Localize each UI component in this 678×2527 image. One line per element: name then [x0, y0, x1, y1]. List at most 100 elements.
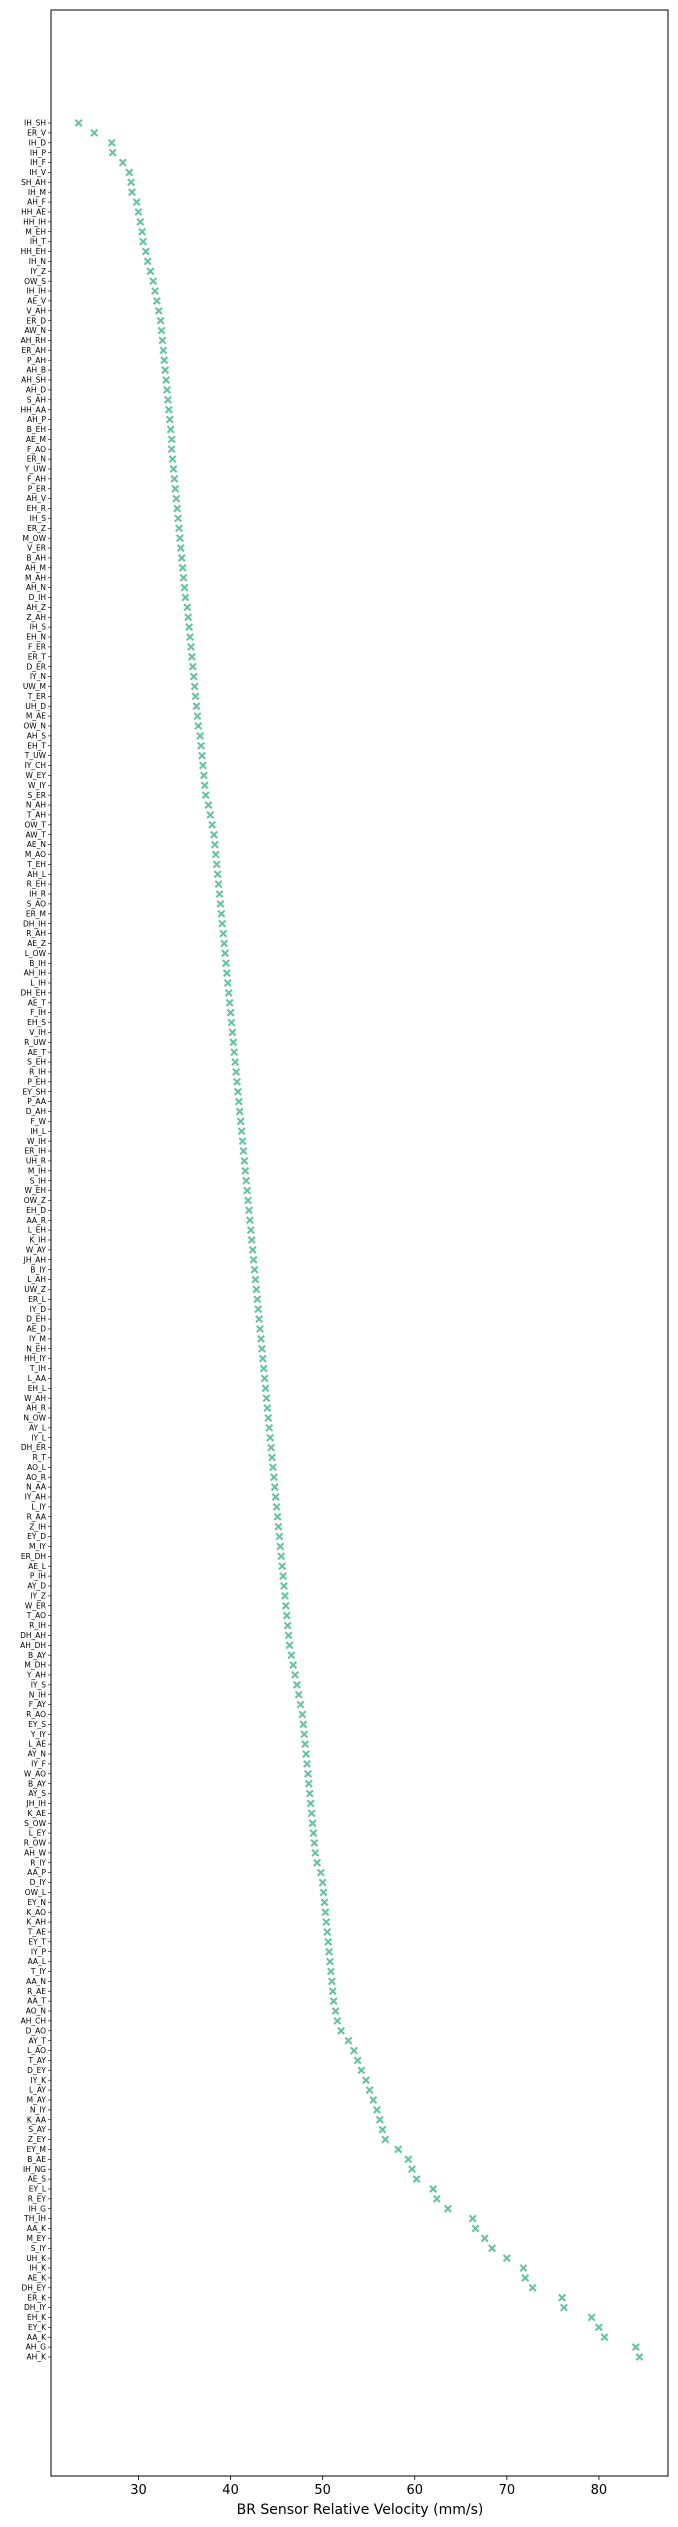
y-tick-label: IH_F: [30, 158, 46, 167]
data-point-marker: [487, 2243, 497, 2253]
data-point-marker: [159, 355, 169, 365]
data-point-marker: [188, 662, 198, 672]
y-tick-label: S_ER: [28, 791, 46, 800]
x-axis: 30 40 50 60 70 80: [130, 2476, 607, 2498]
data-point-marker: [233, 1087, 243, 1097]
data-point-marker: [170, 484, 180, 494]
data-point-marker: [428, 2184, 438, 2194]
data-point-marker: [290, 1670, 300, 1680]
data-point-marker: [243, 1195, 253, 1206]
y-tick-label: P_ER: [28, 484, 46, 493]
data-point-marker: [230, 1057, 240, 1067]
y-tick-label: L_IY: [31, 1502, 46, 1511]
data-point-marker: [172, 503, 182, 514]
y-tick-label: AE_M: [26, 435, 46, 444]
data-point-marker: [336, 2026, 346, 2036]
y-tick-label: AE_D: [27, 1325, 47, 1334]
data-point-marker: [259, 1363, 269, 1374]
data-point-marker: [179, 583, 190, 593]
y-tick-label: M_IY: [29, 1542, 46, 1551]
y-tick-label: AH_DH: [20, 1641, 46, 1650]
data-point-marker: [145, 266, 156, 276]
data-point-marker: [241, 1176, 251, 1186]
x-tick-label: 70: [499, 2483, 516, 2498]
y-tick-label: HH_AA: [21, 405, 47, 414]
y-tick-label: AY_L: [29, 1423, 47, 1432]
data-point-marker: [244, 1205, 254, 1215]
data-point-marker: [89, 128, 99, 138]
y-tick-label: IY_P: [31, 1947, 47, 1956]
y-tick-label: AH_S: [27, 731, 47, 740]
y-tick-label: W_AY: [26, 1245, 47, 1254]
y-tick-label: S_AO: [27, 900, 47, 909]
data-point-marker: [280, 1591, 290, 1601]
y-tick-label: AH_CH: [21, 2017, 46, 2026]
y-tick-label: L_OW: [25, 949, 47, 958]
y-tick-label: AH_B: [26, 366, 46, 375]
data-point-marker: [271, 1492, 281, 1502]
y-tick-label: N_EH: [26, 1344, 46, 1353]
data-point-marker: [182, 602, 192, 612]
y-tick-label: AY_S: [28, 1789, 46, 1798]
y-tick-label: F_AO: [27, 445, 46, 454]
data-point-marker: [599, 2332, 610, 2342]
y-tick-label: AA_N: [26, 1977, 46, 1986]
y-tick-labels: IH_SHER_VIH_DIH_PIH_FIH_VSH_AHIH_MAH_FHH…: [20, 119, 47, 2362]
data-point-marker: [249, 1255, 259, 1265]
y-tick-label: OW_T: [24, 820, 46, 829]
data-point-marker: [559, 2303, 569, 2313]
y-tick-label: IH_L: [30, 1127, 47, 1136]
x-tick-label: 50: [314, 2483, 331, 2498]
y-tick-label: AE_Z: [27, 939, 46, 948]
y-tick-label: D_AO: [26, 2026, 47, 2035]
data-point-marker: [299, 1729, 309, 1739]
data-point-marker: [118, 157, 128, 168]
data-point-marker: [329, 1996, 339, 2006]
data-point-marker: [288, 1660, 298, 1670]
x-tick-label: 80: [591, 2483, 608, 2498]
data-point-marker: [301, 1749, 311, 1759]
y-tick-label: IH_P: [30, 148, 47, 157]
y-tick-label: R_EH: [27, 880, 46, 889]
y-tick-label: DH_IH: [23, 919, 46, 928]
data-point-marker: [273, 1522, 284, 1532]
data-point-marker: [270, 1482, 280, 1492]
y-tick-label: IH_SH: [24, 119, 46, 128]
data-point-marker: [183, 612, 193, 622]
data-point-marker: [328, 1986, 338, 1996]
y-tick-label: K_AO: [26, 1908, 46, 1917]
y-tick-label: AA_K: [27, 2333, 47, 2342]
data-point-marker: [180, 592, 191, 603]
y-tick-label: F_ER: [28, 643, 46, 652]
y-tick-label: AH_SH: [21, 376, 46, 385]
y-tick-label: UH_R: [26, 1157, 46, 1166]
data-point-marker: [284, 1640, 295, 1650]
y-tick-label: AA_R: [27, 1216, 46, 1225]
y-tick-label: IH_D: [29, 138, 47, 147]
y-tick-label: K_AA: [27, 2115, 47, 2124]
data-point-marker: [279, 1581, 289, 1591]
data-point-marker: [254, 1314, 264, 1324]
y-tick-label: K_AE: [27, 1809, 46, 1818]
y-tick-label: D_IY: [30, 1878, 47, 1887]
y-tick-label: SH_AH: [21, 178, 46, 187]
data-point-marker: [197, 751, 207, 761]
data-point-marker: [272, 1502, 282, 1512]
y-tick-label: DH_IY: [24, 2303, 46, 2312]
data-point-marker: [152, 296, 162, 306]
data-point-marker: [242, 1186, 252, 1196]
data-point-marker: [209, 830, 219, 840]
y-tick-label: L_AY: [29, 2086, 46, 2095]
y-tick-label: S_AY: [28, 2125, 46, 2134]
y-tick-label: R_UW: [24, 1038, 46, 1047]
y-tick-label: M_AH: [25, 573, 46, 582]
y-tick-label: Z_AH: [26, 613, 46, 622]
data-point-marker: [124, 167, 134, 177]
y-tick-label: N_AA: [26, 1483, 47, 1492]
y-tick-label: IY_Z: [30, 267, 46, 276]
data-point-marker: [214, 889, 225, 899]
plot-area: [50, 9, 669, 2477]
data-point-marker: [380, 2134, 390, 2145]
y-tick-label: ER_L: [28, 1295, 47, 1304]
